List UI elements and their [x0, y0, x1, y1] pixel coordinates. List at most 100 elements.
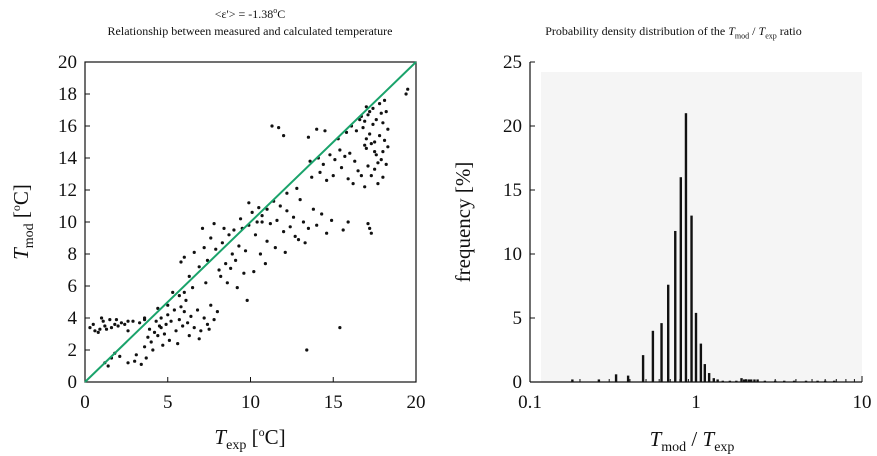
histogram-ticks: 0 5 10 15 20 25 0.1 1 10 [503, 52, 872, 413]
scatter-point [344, 130, 349, 134]
scatter-x-tick-label: 15 [324, 392, 343, 413]
scatter-point [88, 326, 92, 330]
scatter-point [181, 324, 185, 328]
scatter-point [144, 356, 148, 360]
scatter-point [255, 220, 259, 224]
scatter-point [263, 262, 267, 266]
scatter-point [205, 258, 210, 262]
scatter-point [356, 169, 360, 173]
scatter-point [207, 327, 211, 331]
scatter-point [382, 138, 387, 142]
scatter-point [98, 327, 102, 331]
scatter-point [147, 327, 152, 331]
scatter-point [164, 322, 168, 326]
histogram-bar [804, 380, 808, 382]
scatter-point [104, 327, 109, 331]
scatter-point [315, 223, 319, 227]
scatter-point [182, 310, 186, 314]
scatter-point [343, 154, 347, 158]
scatter-point [320, 212, 324, 216]
histogram-bar [666, 284, 670, 382]
scatter-point [374, 153, 378, 157]
histogram-y-tick-label: 10 [503, 244, 522, 265]
scatter-point [306, 135, 311, 139]
scatter-point [161, 343, 165, 347]
scatter-point [134, 353, 138, 357]
scatter-point [186, 321, 190, 325]
scatter-point [217, 268, 221, 272]
scatter-point [243, 249, 248, 253]
scatter-point [275, 218, 279, 222]
scatter-point [197, 265, 201, 269]
scatter-point [369, 231, 373, 235]
scatter-point [166, 313, 170, 317]
scatter-point [381, 150, 385, 154]
scatter-point [273, 246, 277, 250]
scatter-point [386, 127, 390, 131]
scatter-point [202, 246, 206, 250]
scatter-point [205, 322, 210, 326]
scatter-point [250, 210, 254, 214]
histogram-bar [721, 380, 724, 382]
scatter-point [204, 281, 208, 285]
histogram-bar [707, 373, 711, 382]
scatter-point [285, 191, 289, 195]
scatter-point [338, 148, 342, 152]
histogram-bar [792, 380, 796, 382]
scatter-point [162, 332, 167, 336]
histogram-bar [823, 380, 827, 382]
scatter-x-label: Texp [oC] [214, 425, 285, 453]
histogram-bar [749, 379, 753, 382]
scatter-point [224, 262, 228, 266]
scatter-point [126, 329, 130, 333]
histogram-y-tick-label: 0 [513, 372, 523, 393]
histogram-bar [674, 230, 677, 382]
scatter-point [364, 146, 368, 150]
scatter-point [106, 364, 110, 368]
scatter-point [382, 98, 387, 102]
scatter-point [214, 247, 218, 251]
scatter-point [379, 158, 383, 162]
scatter-x-tick-label: 10 [241, 392, 260, 413]
histogram-bar [816, 380, 819, 382]
scatter-point [363, 185, 367, 189]
scatter-point [238, 217, 243, 221]
scatter-point [277, 126, 281, 130]
scatter-point [374, 118, 378, 122]
scatter-ticks: 0 5 10 15 20 0 2 4 6 8 10 12 14 16 18 20 [58, 52, 426, 413]
scatter-point [197, 337, 201, 341]
scatter-point [285, 209, 289, 213]
scatter-point [179, 305, 183, 309]
scatter-point [177, 294, 181, 298]
histogram-bar [703, 364, 707, 382]
scatter-point [369, 174, 373, 178]
scatter-point [156, 334, 160, 338]
scatter-point [182, 255, 186, 259]
scatter-point [364, 137, 368, 141]
scatter-point [310, 175, 314, 179]
scatter-point [258, 252, 263, 256]
scatter-point [157, 324, 162, 328]
histogram-bar [728, 380, 732, 382]
scatter-point [265, 207, 269, 211]
scatter-point [341, 228, 345, 232]
scatter-point [187, 334, 191, 338]
scatter-point [328, 153, 332, 157]
scatter-point [159, 316, 163, 320]
scatter-point [318, 170, 322, 174]
scatter-point [368, 226, 372, 230]
histogram-bar [694, 312, 698, 382]
scatter-point [91, 322, 95, 326]
scatter-y-tick-label: 2 [68, 340, 78, 361]
scatter-point [386, 145, 390, 149]
scatter-point [293, 234, 297, 238]
scatter-point [353, 159, 357, 163]
scatter-point [257, 206, 261, 210]
scatter-y-tick-label: 0 [68, 372, 78, 393]
scatter-point [363, 119, 367, 123]
histogram-bar [735, 380, 738, 382]
scatter-point [119, 321, 124, 325]
scatter-point [93, 329, 97, 333]
scatter-point [169, 319, 173, 323]
